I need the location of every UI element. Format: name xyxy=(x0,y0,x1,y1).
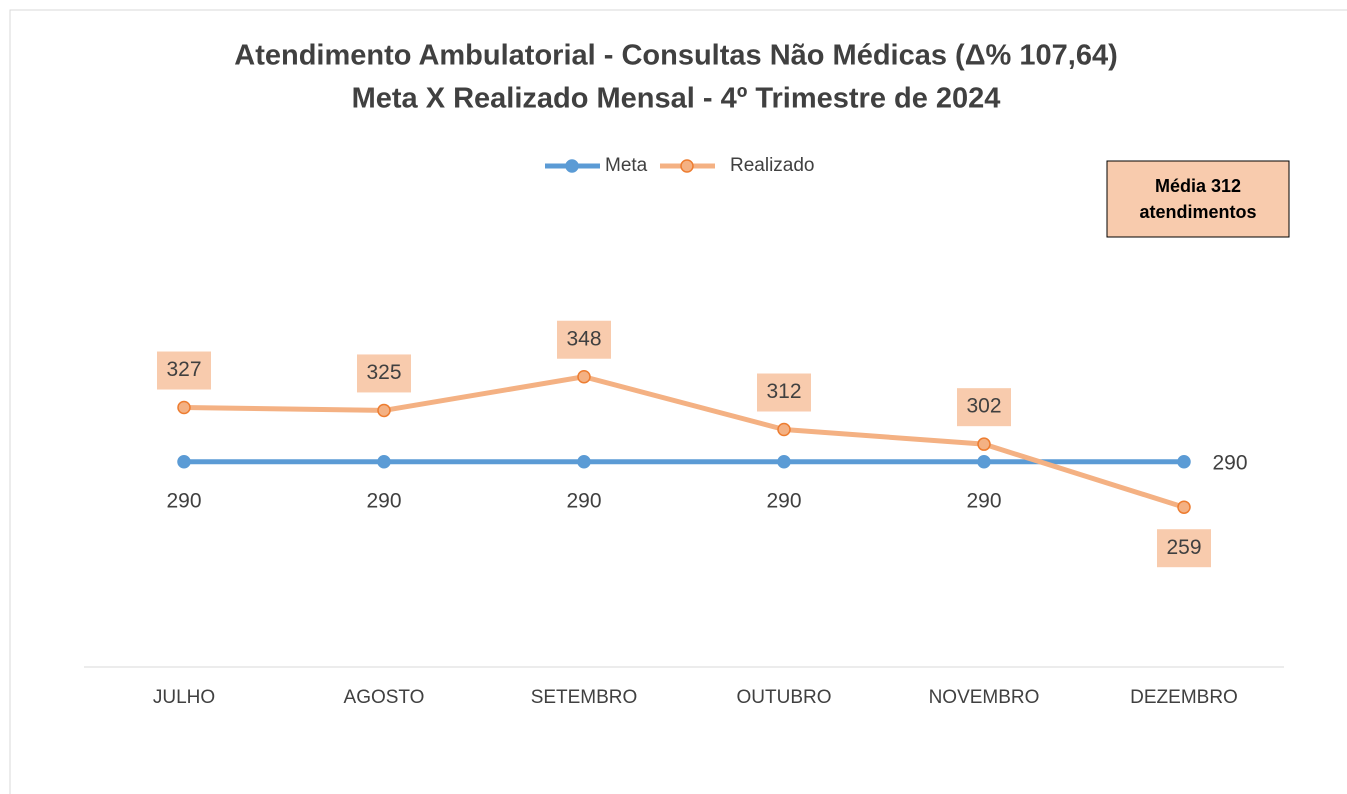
point xyxy=(177,455,191,469)
point xyxy=(377,455,391,469)
x-tick-label: OUTUBRO xyxy=(737,687,832,708)
data-label-box xyxy=(957,388,1011,427)
data-label: 290 xyxy=(366,489,401,512)
legend-label: Meta xyxy=(605,155,648,176)
data-label: 290 xyxy=(766,489,801,512)
chart-subtitle: Meta X Realizado Mensal - 4º Trimestre d… xyxy=(352,83,1001,115)
data-label: 290 xyxy=(166,489,201,512)
data-label-box xyxy=(757,373,811,412)
annotation-line: atendimentos xyxy=(1139,202,1256,222)
annotation-line: Média 312 xyxy=(1155,176,1241,196)
point xyxy=(577,369,591,384)
data-label-box xyxy=(557,320,611,359)
data-label-box xyxy=(157,351,211,390)
point xyxy=(577,455,591,469)
annotation-box xyxy=(1106,160,1290,238)
point xyxy=(1177,500,1191,514)
data-label: 302 xyxy=(966,395,1001,418)
data-label: 290 xyxy=(1212,451,1247,474)
data-label-box xyxy=(1157,529,1211,568)
point xyxy=(777,455,791,469)
point xyxy=(977,437,991,451)
x-tick-label: JULHO xyxy=(153,687,215,708)
x-tick-label: SETEMBRO xyxy=(531,687,638,708)
point xyxy=(377,403,391,418)
data-label: 290 xyxy=(566,489,601,512)
x-tick-label: NOVEMBRO xyxy=(929,687,1040,708)
point xyxy=(177,400,191,415)
data-label: 348 xyxy=(566,327,601,350)
data-label: 325 xyxy=(366,361,401,384)
chart-title: Atendimento Ambulatorial - Consultas Não… xyxy=(234,40,1118,72)
series-line xyxy=(183,374,1185,510)
point xyxy=(1177,455,1191,469)
data-label: 312 xyxy=(766,380,801,403)
point xyxy=(777,422,791,437)
x-tick-label: DEZEMBRO xyxy=(1130,687,1238,708)
data-label: 290 xyxy=(966,489,1001,512)
point xyxy=(977,455,991,469)
legend-marker xyxy=(680,159,694,173)
x-tick-label: AGOSTO xyxy=(344,687,425,708)
legend-label: Realizado xyxy=(730,155,815,176)
legend-marker xyxy=(565,159,579,173)
data-label: 259 xyxy=(1166,536,1201,559)
data-label: 327 xyxy=(166,358,201,381)
data-label-box xyxy=(357,354,411,393)
